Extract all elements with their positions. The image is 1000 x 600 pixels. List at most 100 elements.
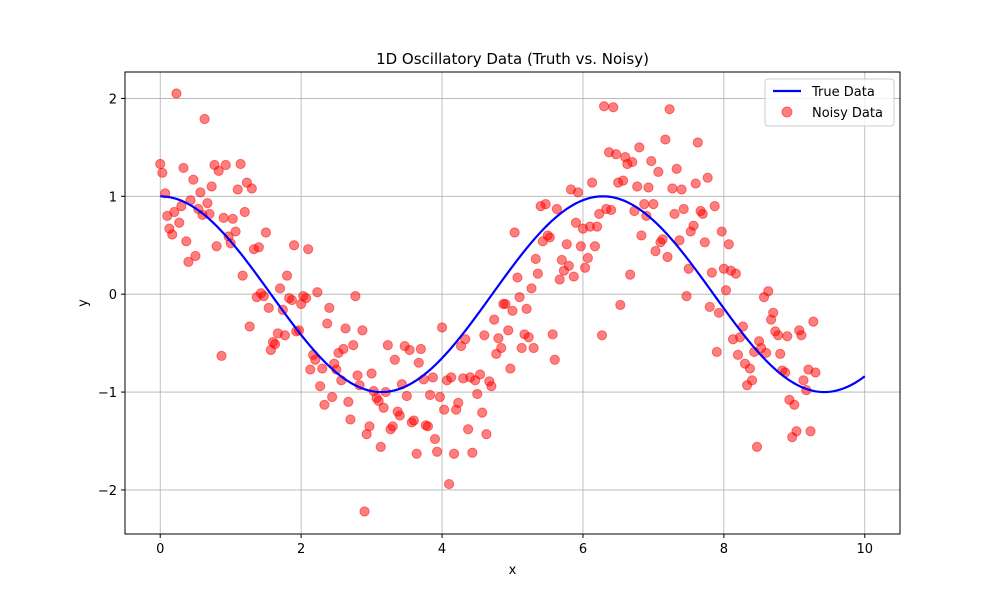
noisy-data-point xyxy=(746,375,758,386)
noisy-data-point xyxy=(315,381,326,392)
noisy-data-point xyxy=(782,331,793,342)
noisy-data-point xyxy=(808,316,819,327)
noisy-data-point xyxy=(183,256,194,267)
noisy-data-point xyxy=(805,426,816,437)
noisy-data-point xyxy=(317,363,328,374)
noisy-data-point xyxy=(239,206,250,218)
x-tick-label: 6 xyxy=(579,542,587,557)
noisy-data-point xyxy=(606,204,617,216)
noisy-data-point xyxy=(643,182,654,193)
noisy-data-point xyxy=(547,329,558,340)
noisy-data-point xyxy=(625,269,636,280)
noisy-data-point xyxy=(618,175,629,186)
noisy-data-point xyxy=(364,421,375,432)
noisy-data-point xyxy=(350,291,361,302)
noisy-data-point xyxy=(286,294,298,306)
y-tick-label: 2 xyxy=(109,92,117,107)
noisy-data-point xyxy=(324,302,335,313)
noisy-data-point xyxy=(610,149,622,160)
noisy-data-point xyxy=(512,272,523,283)
noisy-data-point xyxy=(429,433,441,445)
noisy-data-point xyxy=(474,369,486,380)
noisy-data-point xyxy=(443,478,455,490)
noisy-data-point xyxy=(260,227,272,238)
noisy-data-point xyxy=(500,298,511,310)
noisy-data-point xyxy=(300,293,312,304)
noisy-data-point xyxy=(345,414,356,425)
noisy-data-point xyxy=(343,396,354,407)
y-tick-label: 1 xyxy=(109,190,117,205)
noisy-data-point xyxy=(415,343,427,355)
noisy-data-point xyxy=(167,229,178,240)
noisy-data-point xyxy=(310,354,321,365)
noisy-data-point xyxy=(662,251,673,263)
noisy-data-point xyxy=(404,344,415,356)
noisy-data-point xyxy=(213,165,224,176)
noisy-data-point xyxy=(434,391,446,403)
noisy-data-point xyxy=(711,346,722,358)
noisy-data-point xyxy=(549,354,560,365)
noisy-data-point xyxy=(532,268,543,279)
noisy-data-point xyxy=(704,301,715,313)
noisy-data-point xyxy=(744,363,756,374)
y-axis-label: y xyxy=(76,299,91,307)
noisy-data-point xyxy=(664,104,675,115)
noisy-data-point xyxy=(561,239,572,250)
noisy-data-point xyxy=(528,342,539,354)
noisy-data-point xyxy=(155,158,166,170)
noisy-data-point xyxy=(281,270,293,281)
noisy-data-point xyxy=(479,330,490,341)
noisy-data-point xyxy=(587,177,598,188)
noisy-data-point xyxy=(394,410,405,421)
noisy-data-point xyxy=(227,213,238,224)
noisy-data-point xyxy=(568,271,579,282)
noisy-data-point xyxy=(716,226,727,237)
x-axis-label: x xyxy=(509,563,517,578)
noisy-data-point xyxy=(357,325,368,336)
noisy-data-point xyxy=(723,239,734,250)
noisy-data-point xyxy=(589,241,601,252)
noisy-data-point xyxy=(481,429,492,440)
noisy-data-point xyxy=(505,363,516,374)
noisy-data-point xyxy=(378,402,389,413)
noisy-data-point xyxy=(382,339,393,351)
noisy-data-point xyxy=(523,332,534,343)
noisy-data-point xyxy=(720,285,732,296)
noisy-data-point xyxy=(751,441,763,452)
noisy-data-point xyxy=(507,305,518,316)
noisy-data-point xyxy=(422,421,434,432)
noisy-data-point xyxy=(579,262,591,273)
noisy-data-point xyxy=(773,330,784,341)
noisy-data-point xyxy=(634,142,645,153)
noisy-data-point xyxy=(702,172,713,183)
noisy-data-point xyxy=(235,158,246,170)
noisy-data-point xyxy=(439,404,450,415)
noisy-data-point xyxy=(446,372,457,383)
noisy-data-point xyxy=(232,184,243,195)
y-tick-label: −2 xyxy=(98,484,117,499)
noisy-data-point xyxy=(503,325,514,336)
noisy-data-point xyxy=(676,184,687,195)
legend-noisy-data-swatch xyxy=(781,106,793,118)
noisy-data-point xyxy=(460,334,471,345)
noisy-data-point xyxy=(174,217,185,228)
noisy-data-point xyxy=(730,268,741,279)
noisy-data-point xyxy=(472,388,483,400)
noisy-data-point xyxy=(646,155,657,167)
noisy-data-point xyxy=(692,137,703,148)
noisy-data-point xyxy=(246,183,257,194)
noisy-data-point xyxy=(178,162,189,174)
noisy-data-point xyxy=(526,283,537,294)
noisy-data-point xyxy=(540,199,551,210)
noisy-data-point xyxy=(732,349,744,360)
noisy-data-point xyxy=(669,208,680,220)
noisy-data-point xyxy=(305,364,316,375)
chart-title: 1D Oscillatory Data (Truth vs. Noisy) xyxy=(376,50,649,68)
x-tick-label: 4 xyxy=(438,542,446,557)
noisy-data-point xyxy=(486,381,497,392)
y-axis-ticks: −2 −1 0 1 2 xyxy=(98,92,125,499)
noisy-data-series xyxy=(155,88,821,517)
noisy-data-point xyxy=(220,159,231,171)
noisy-data-point xyxy=(761,347,772,359)
noisy-data-point xyxy=(636,230,647,241)
